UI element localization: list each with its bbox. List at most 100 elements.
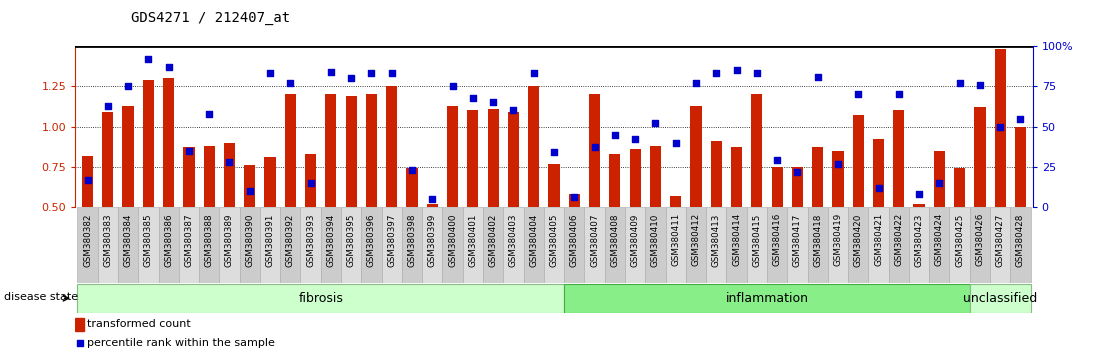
Bar <box>812 148 823 207</box>
Point <box>931 180 948 186</box>
Bar <box>1010 207 1030 283</box>
Bar <box>913 204 925 207</box>
Bar <box>873 139 884 207</box>
Bar <box>954 169 965 207</box>
Bar <box>78 207 98 283</box>
Bar <box>219 207 239 283</box>
Bar <box>387 86 398 207</box>
Point <box>748 70 766 76</box>
Text: GSM380423: GSM380423 <box>914 213 924 267</box>
Bar <box>78 284 564 313</box>
Point <box>870 185 888 190</box>
Point <box>79 177 96 183</box>
Bar <box>381 207 402 283</box>
Bar <box>503 207 524 283</box>
Text: GSM380427: GSM380427 <box>996 213 1005 267</box>
Point <box>728 67 746 73</box>
Point <box>99 103 116 108</box>
Text: inflammation: inflammation <box>726 292 809 305</box>
Text: GSM380407: GSM380407 <box>591 213 599 267</box>
Bar <box>792 167 803 207</box>
Text: GSM380395: GSM380395 <box>347 213 356 267</box>
Point <box>565 195 583 200</box>
Bar <box>584 207 605 283</box>
Text: GSM380419: GSM380419 <box>833 213 842 267</box>
Point <box>464 95 482 101</box>
Point <box>586 145 604 150</box>
Bar <box>239 207 260 283</box>
Text: GSM380382: GSM380382 <box>83 213 92 267</box>
Point <box>120 84 137 89</box>
Point <box>484 99 502 105</box>
Text: GSM380408: GSM380408 <box>611 213 619 267</box>
Bar <box>117 207 138 283</box>
Bar <box>788 207 808 283</box>
Bar <box>690 105 701 207</box>
Point <box>281 80 299 86</box>
Bar <box>808 207 828 283</box>
Point <box>606 132 624 137</box>
Point <box>890 92 907 97</box>
Bar <box>447 105 459 207</box>
Bar <box>143 80 154 207</box>
Bar <box>123 105 134 207</box>
Bar <box>751 95 762 207</box>
Text: GSM380389: GSM380389 <box>225 213 234 267</box>
Text: disease state: disease state <box>4 292 79 302</box>
Bar <box>970 284 1030 313</box>
Point <box>525 70 543 76</box>
Text: GSM380425: GSM380425 <box>955 213 964 267</box>
Bar <box>645 207 666 283</box>
Text: GSM380424: GSM380424 <box>935 213 944 267</box>
Bar <box>507 112 519 207</box>
Text: GSM380415: GSM380415 <box>752 213 761 267</box>
Bar <box>727 207 747 283</box>
Bar <box>564 284 970 313</box>
Text: GSM380393: GSM380393 <box>306 213 315 267</box>
Bar <box>178 207 199 283</box>
Bar <box>463 207 483 283</box>
Bar <box>670 196 681 207</box>
Bar <box>488 109 499 207</box>
Point <box>423 196 441 202</box>
Bar <box>199 207 219 283</box>
Text: GSM380398: GSM380398 <box>408 213 417 267</box>
Bar <box>300 207 320 283</box>
Bar <box>625 207 645 283</box>
Bar <box>848 207 869 283</box>
Point <box>383 70 401 76</box>
Text: GDS4271 / 212407_at: GDS4271 / 212407_at <box>131 11 290 25</box>
Bar <box>666 207 686 283</box>
Bar <box>930 207 950 283</box>
Bar <box>970 207 991 283</box>
Text: GSM380421: GSM380421 <box>874 213 883 267</box>
Point <box>357 259 375 265</box>
Bar <box>853 115 864 207</box>
Bar <box>893 110 904 207</box>
Bar <box>138 207 158 283</box>
Bar <box>832 151 843 207</box>
Bar <box>747 207 767 283</box>
Bar <box>524 207 544 283</box>
Point <box>301 180 319 186</box>
Bar <box>75 318 84 331</box>
Bar <box>305 154 316 207</box>
Text: GSM380422: GSM380422 <box>894 213 903 267</box>
Point <box>240 188 258 194</box>
Text: GSM380402: GSM380402 <box>489 213 497 267</box>
Text: GSM380416: GSM380416 <box>772 213 781 267</box>
Text: GSM380404: GSM380404 <box>530 213 538 267</box>
Point <box>403 167 421 173</box>
Bar <box>402 207 422 283</box>
Text: GSM380420: GSM380420 <box>854 213 863 267</box>
Bar <box>163 78 174 207</box>
Point <box>829 161 847 166</box>
Bar <box>427 204 438 207</box>
Point <box>504 108 522 113</box>
Point <box>362 70 380 76</box>
Bar <box>974 107 985 207</box>
Bar <box>869 207 889 283</box>
Text: GSM380385: GSM380385 <box>144 213 153 267</box>
Bar <box>285 95 296 207</box>
Point <box>443 84 461 89</box>
